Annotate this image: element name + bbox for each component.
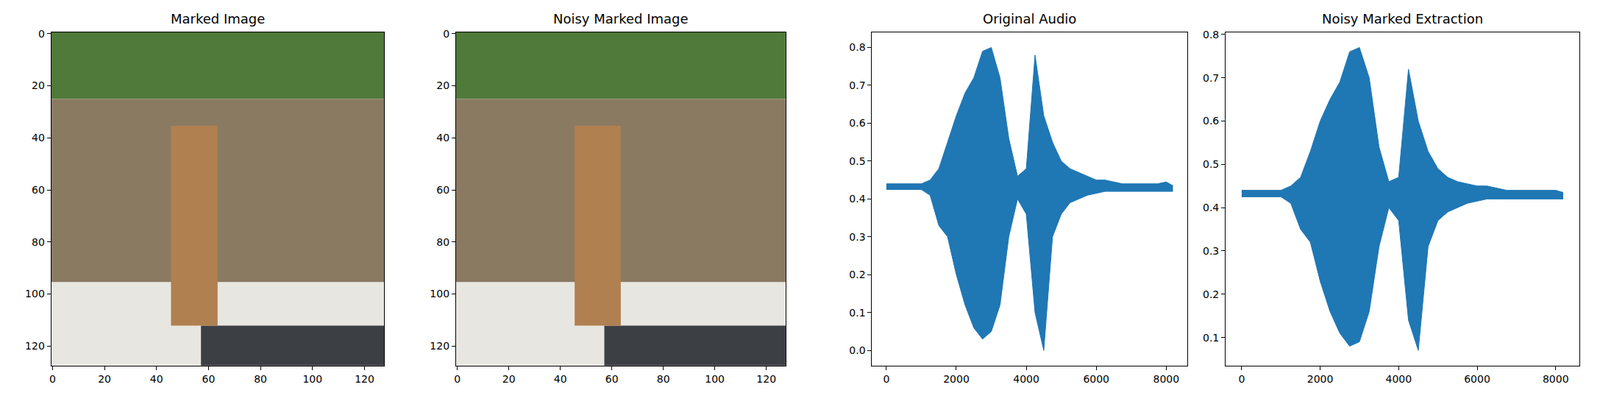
- svg-text:0.2: 0.2: [848, 268, 866, 281]
- svg-text:Marked Image: Marked Image: [170, 11, 265, 27]
- svg-text:0.5: 0.5: [1202, 158, 1219, 170]
- svg-text:40: 40: [31, 131, 45, 144]
- svg-text:0.3: 0.3: [848, 230, 866, 243]
- svg-text:0.6: 0.6: [848, 116, 866, 129]
- svg-text:0: 0: [453, 372, 461, 385]
- svg-text:0.4: 0.4: [848, 192, 866, 205]
- svg-text:0: 0: [1238, 372, 1245, 385]
- svg-text:40: 40: [436, 131, 450, 144]
- svg-text:100: 100: [704, 372, 725, 385]
- svg-text:0.7: 0.7: [1202, 72, 1219, 84]
- svg-text:120: 120: [756, 372, 777, 385]
- svg-text:0.0: 0.0: [848, 344, 866, 357]
- svg-text:40: 40: [553, 372, 568, 385]
- svg-text:2000: 2000: [1307, 372, 1334, 385]
- svg-text:0: 0: [882, 372, 890, 385]
- svg-text:80: 80: [31, 236, 45, 248]
- svg-text:100: 100: [429, 287, 450, 300]
- svg-text:0.4: 0.4: [1202, 201, 1219, 214]
- svg-text:0.7: 0.7: [848, 79, 866, 92]
- svg-text:0.5: 0.5: [848, 155, 866, 167]
- svg-text:100: 100: [302, 372, 323, 385]
- svg-text:80: 80: [436, 236, 450, 248]
- svg-text:100: 100: [25, 287, 45, 300]
- svg-text:0.3: 0.3: [1202, 244, 1219, 257]
- svg-text:0.2: 0.2: [1202, 288, 1219, 301]
- svg-text:0.6: 0.6: [1202, 114, 1219, 127]
- svg-text:0.8: 0.8: [1202, 28, 1219, 41]
- svg-text:6000: 6000: [1463, 372, 1491, 385]
- svg-text:80: 80: [656, 372, 671, 385]
- svg-text:20: 20: [502, 372, 516, 385]
- svg-text:8000: 8000: [1542, 372, 1570, 385]
- svg-text:20: 20: [97, 372, 112, 385]
- svg-text:120: 120: [25, 339, 45, 352]
- svg-text:Noisy Marked Image: Noisy Marked Image: [553, 11, 689, 27]
- svg-text:0: 0: [38, 27, 45, 40]
- svg-text:8000: 8000: [1152, 372, 1180, 385]
- svg-text:60: 60: [202, 372, 216, 385]
- svg-text:Noisy Marked Extraction: Noisy Marked Extraction: [1321, 11, 1484, 27]
- svg-text:0.8: 0.8: [848, 41, 866, 53]
- svg-text:0.1: 0.1: [1202, 331, 1219, 344]
- svg-text:40: 40: [150, 372, 164, 385]
- svg-text:4000: 4000: [1385, 372, 1412, 385]
- svg-text:0.1: 0.1: [848, 306, 866, 319]
- svg-text:120: 120: [429, 339, 450, 352]
- svg-text:0: 0: [49, 372, 56, 385]
- svg-text:60: 60: [605, 372, 619, 385]
- svg-text:0: 0: [442, 27, 450, 40]
- svg-text:60: 60: [31, 183, 45, 196]
- svg-text:120: 120: [354, 372, 375, 385]
- svg-text:20: 20: [31, 79, 45, 92]
- svg-text:4000: 4000: [1012, 372, 1040, 385]
- svg-text:60: 60: [436, 183, 450, 196]
- svg-text:20: 20: [436, 79, 450, 92]
- svg-text:80: 80: [253, 372, 268, 385]
- svg-text:6000: 6000: [1082, 372, 1110, 385]
- svg-text:2000: 2000: [943, 372, 970, 385]
- svg-text:Original Audio: Original Audio: [982, 11, 1077, 27]
